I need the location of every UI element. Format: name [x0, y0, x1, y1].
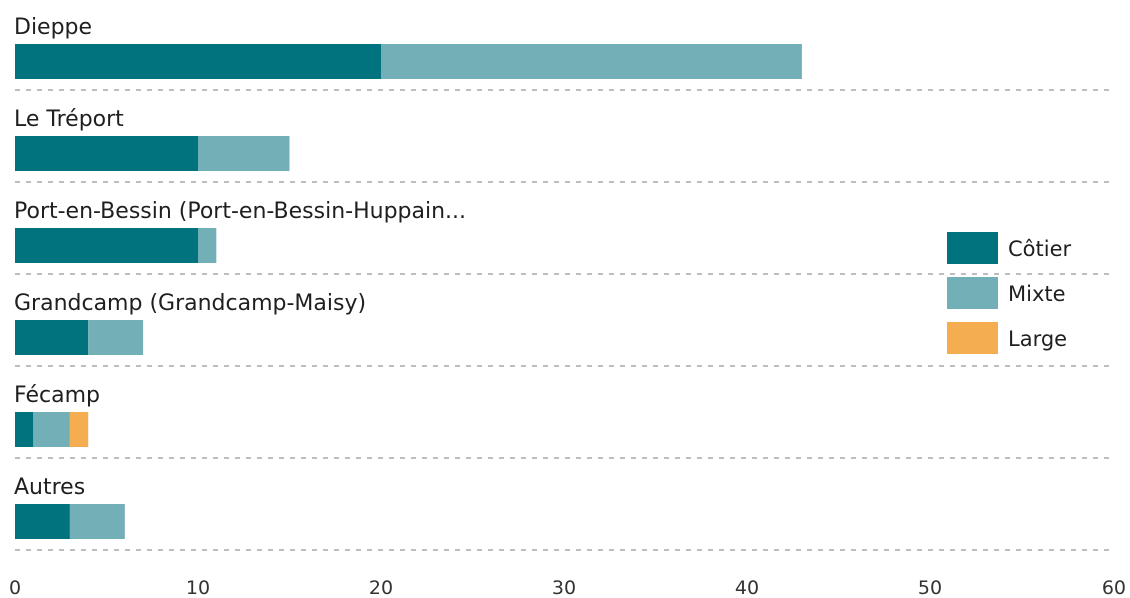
- legend-swatch: [947, 277, 998, 309]
- bar-row-grandcamp-grandcamp-maisy: Grandcamp (Grandcamp-Maisy): [14, 291, 1113, 367]
- bar-segment-mixte: [69, 504, 125, 539]
- chart-legend: Côtier Mixte Large: [947, 232, 1071, 354]
- bar-row-dieppe: Dieppe: [14, 15, 1113, 91]
- bar-segment-cotier: [15, 412, 34, 447]
- category-label: Port-en-Bessin (Port-en-Bessin-Huppain..…: [14, 199, 466, 224]
- category-label: Grandcamp (Grandcamp-Maisy): [14, 291, 366, 316]
- x-tick-label: 50: [918, 577, 942, 598]
- category-label: Fécamp: [14, 383, 100, 408]
- bar-row-fecamp: Fécamp: [14, 383, 1113, 459]
- bar-segment-cotier: [15, 320, 89, 355]
- bar-row-autres: Autres: [14, 475, 1113, 551]
- x-tick-label: 40: [735, 577, 759, 598]
- category-label: Dieppe: [14, 15, 92, 40]
- legend-item-large: Large: [947, 322, 1067, 354]
- bar-segment-mixte: [198, 228, 217, 263]
- bar-segment-cotier: [15, 504, 70, 539]
- category-label: Autres: [14, 475, 85, 500]
- bar-row-port-en-bessin-port-en-bessin-huppain: Port-en-Bessin (Port-en-Bessin-Huppain..…: [14, 199, 1113, 275]
- bar-segment-cotier: [15, 228, 198, 263]
- bar-segment-mixte: [381, 44, 802, 79]
- x-tick-label: 30: [552, 577, 576, 598]
- bar-segment-mixte: [88, 320, 144, 355]
- x-tick-label: 10: [186, 577, 210, 598]
- legend-swatch: [947, 232, 998, 264]
- chart-rows: Dieppe Le Tréport Port-en-Bessin (Port-en-…: [14, 15, 1113, 551]
- bar-segment-mixte: [33, 412, 70, 447]
- x-tick-label: 0: [9, 577, 21, 598]
- bar-segment-cotier: [15, 44, 381, 79]
- bar-segment-mixte: [198, 136, 290, 171]
- legend-item-mixte: Mixte: [947, 277, 1066, 309]
- legend-label: Large: [1008, 327, 1067, 351]
- bar-row-le-treport: Le Tréport: [14, 107, 1113, 183]
- bar-segment-large: [69, 412, 89, 447]
- x-axis: 0 10 20 30 40 50 60: [9, 577, 1126, 598]
- bar-segment-cotier: [15, 136, 198, 171]
- x-tick-label: 20: [369, 577, 393, 598]
- category-label: Le Tréport: [14, 107, 124, 132]
- legend-item-cotier: Côtier: [947, 232, 1071, 264]
- legend-swatch: [947, 322, 998, 354]
- x-tick-label: 60: [1102, 577, 1126, 598]
- legend-label: Mixte: [1008, 282, 1066, 306]
- legend-label: Côtier: [1008, 237, 1071, 261]
